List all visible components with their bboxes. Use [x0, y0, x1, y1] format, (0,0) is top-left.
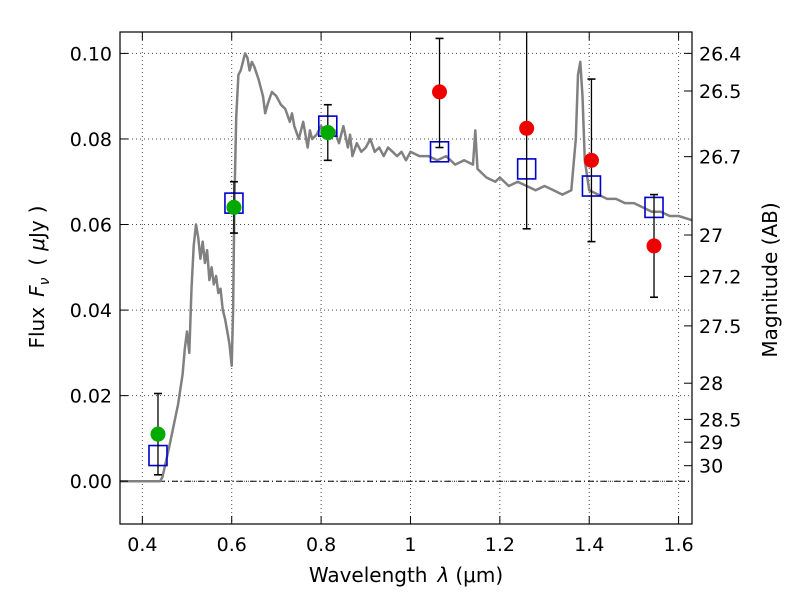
green-data-point [320, 125, 336, 141]
y-tick-label: 0.06 [70, 215, 112, 237]
x-tick-label: 1.6 [663, 534, 693, 556]
mag-tick-label: 27.5 [699, 316, 741, 338]
green-data-point [150, 426, 166, 442]
right-axis-label: Magnitude (AB) [758, 202, 782, 357]
red-data-point [646, 238, 662, 254]
axis-ticks: 0.4 0.6 0.8 1 1.2 1.4 1.6 0.00 0.02 0.04 0.06 0.08 0… [70, 32, 741, 556]
grid [120, 32, 692, 524]
red-data-point [583, 152, 599, 168]
red-data-point [432, 84, 448, 100]
x-tick-label: 0.8 [306, 534, 336, 556]
green-data-point [226, 199, 242, 215]
y-tick-label: 0.04 [70, 300, 112, 322]
mag-tick-label: 26.4 [699, 43, 741, 65]
mag-tick-label: 28.5 [699, 409, 741, 431]
y-tick-label: 0.10 [70, 43, 112, 65]
mag-tick-label: 27 [699, 225, 723, 247]
red-data-point [519, 120, 535, 136]
mag-tick-label: 28 [699, 373, 723, 395]
mag-tick-label: 27.2 [699, 266, 741, 288]
x-tick-label: 1.2 [485, 534, 515, 556]
x-axis-label: Wavelength λ (μm) [309, 563, 503, 587]
mag-tick-label: 26.7 [699, 147, 741, 169]
mag-tick-label: 29 [699, 432, 723, 454]
mag-tick-label: 30 [699, 456, 723, 478]
x-tick-label: 1 [404, 534, 416, 556]
plot-frame [119, 31, 693, 525]
x-tick-label: 0.4 [127, 534, 157, 556]
y-tick-label: 0.08 [70, 129, 112, 151]
y-tick-label: 0.02 [70, 386, 112, 408]
sed-spectrum-line [120, 52, 693, 483]
data-marks [148, 32, 664, 476]
mag-tick-label: 26.5 [699, 81, 741, 103]
y-axis-label: FluxFν(μJy) [25, 205, 53, 348]
x-tick-label: 0.6 [217, 534, 247, 556]
x-tick-label: 1.4 [574, 534, 604, 556]
y-tick-label: 0.00 [70, 471, 112, 493]
